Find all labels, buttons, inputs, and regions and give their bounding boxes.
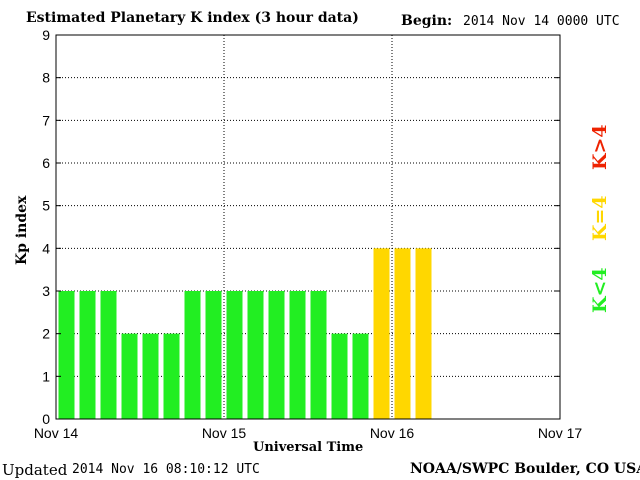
kp-bar [352, 333, 369, 419]
kp-bar [163, 333, 180, 419]
kp-bar [415, 248, 432, 419]
updated-value: 2014 Nov 16 08:10:12 UTC [72, 462, 260, 477]
kp-bar [58, 291, 75, 419]
kp-bar [268, 291, 285, 419]
y-tick-label: 9 [42, 27, 50, 43]
kp-bar [142, 333, 159, 419]
grid-lines [56, 35, 560, 419]
x-tick-label: Nov 17 [538, 425, 583, 441]
begin-value: 2014 Nov 14 0000 UTC [463, 14, 620, 29]
y-tick-label: 5 [42, 198, 50, 214]
updated-label: Updated [2, 461, 68, 479]
kp-bar [226, 291, 243, 419]
legend-low: K<4 [589, 267, 611, 313]
y-tick-label: 4 [42, 240, 50, 256]
y-tick-labels: 0 1 2 3 4 5 6 7 8 9 [42, 27, 560, 427]
legend-mid: K=4 [589, 195, 611, 241]
kp-bar [331, 333, 348, 419]
x-tick-label: Nov 16 [370, 425, 415, 441]
y-tick-label: 0 [42, 411, 50, 427]
chart-title: Estimated Planetary K index (3 hour data… [26, 10, 359, 26]
x-tick-label: Nov 14 [34, 425, 79, 441]
x-tick-labels: Nov 14 Nov 15 Nov 16 Nov 17 [34, 425, 583, 441]
kp-bar [121, 333, 138, 419]
kp-bar [394, 248, 411, 419]
kp-bar [289, 291, 306, 419]
kp-bar [373, 248, 390, 419]
y-tick-label: 1 [42, 368, 50, 384]
plot-frame [55, 34, 561, 420]
kp-bar [79, 291, 96, 419]
credit: NOAA/SWPC Boulder, CO USA [410, 461, 640, 477]
kp-bar [205, 291, 222, 419]
y-tick-label: 6 [42, 155, 50, 171]
y-axis-label: Kp index [14, 195, 30, 265]
y-tick-label: 8 [42, 70, 50, 86]
kp-bar [184, 291, 201, 419]
legend-high: K>4 [589, 124, 611, 170]
y-tick-label: 7 [42, 112, 50, 128]
begin-label: Begin: [401, 13, 453, 29]
bars [58, 248, 432, 419]
x-axis-label: Universal Time [253, 440, 364, 455]
y-tick-label: 2 [42, 326, 50, 342]
kp-bar [100, 291, 117, 419]
kp-bar [310, 291, 327, 419]
y-tick-label: 3 [42, 283, 50, 299]
kp-bar [247, 291, 264, 419]
x-tick-label: Nov 15 [202, 425, 247, 441]
